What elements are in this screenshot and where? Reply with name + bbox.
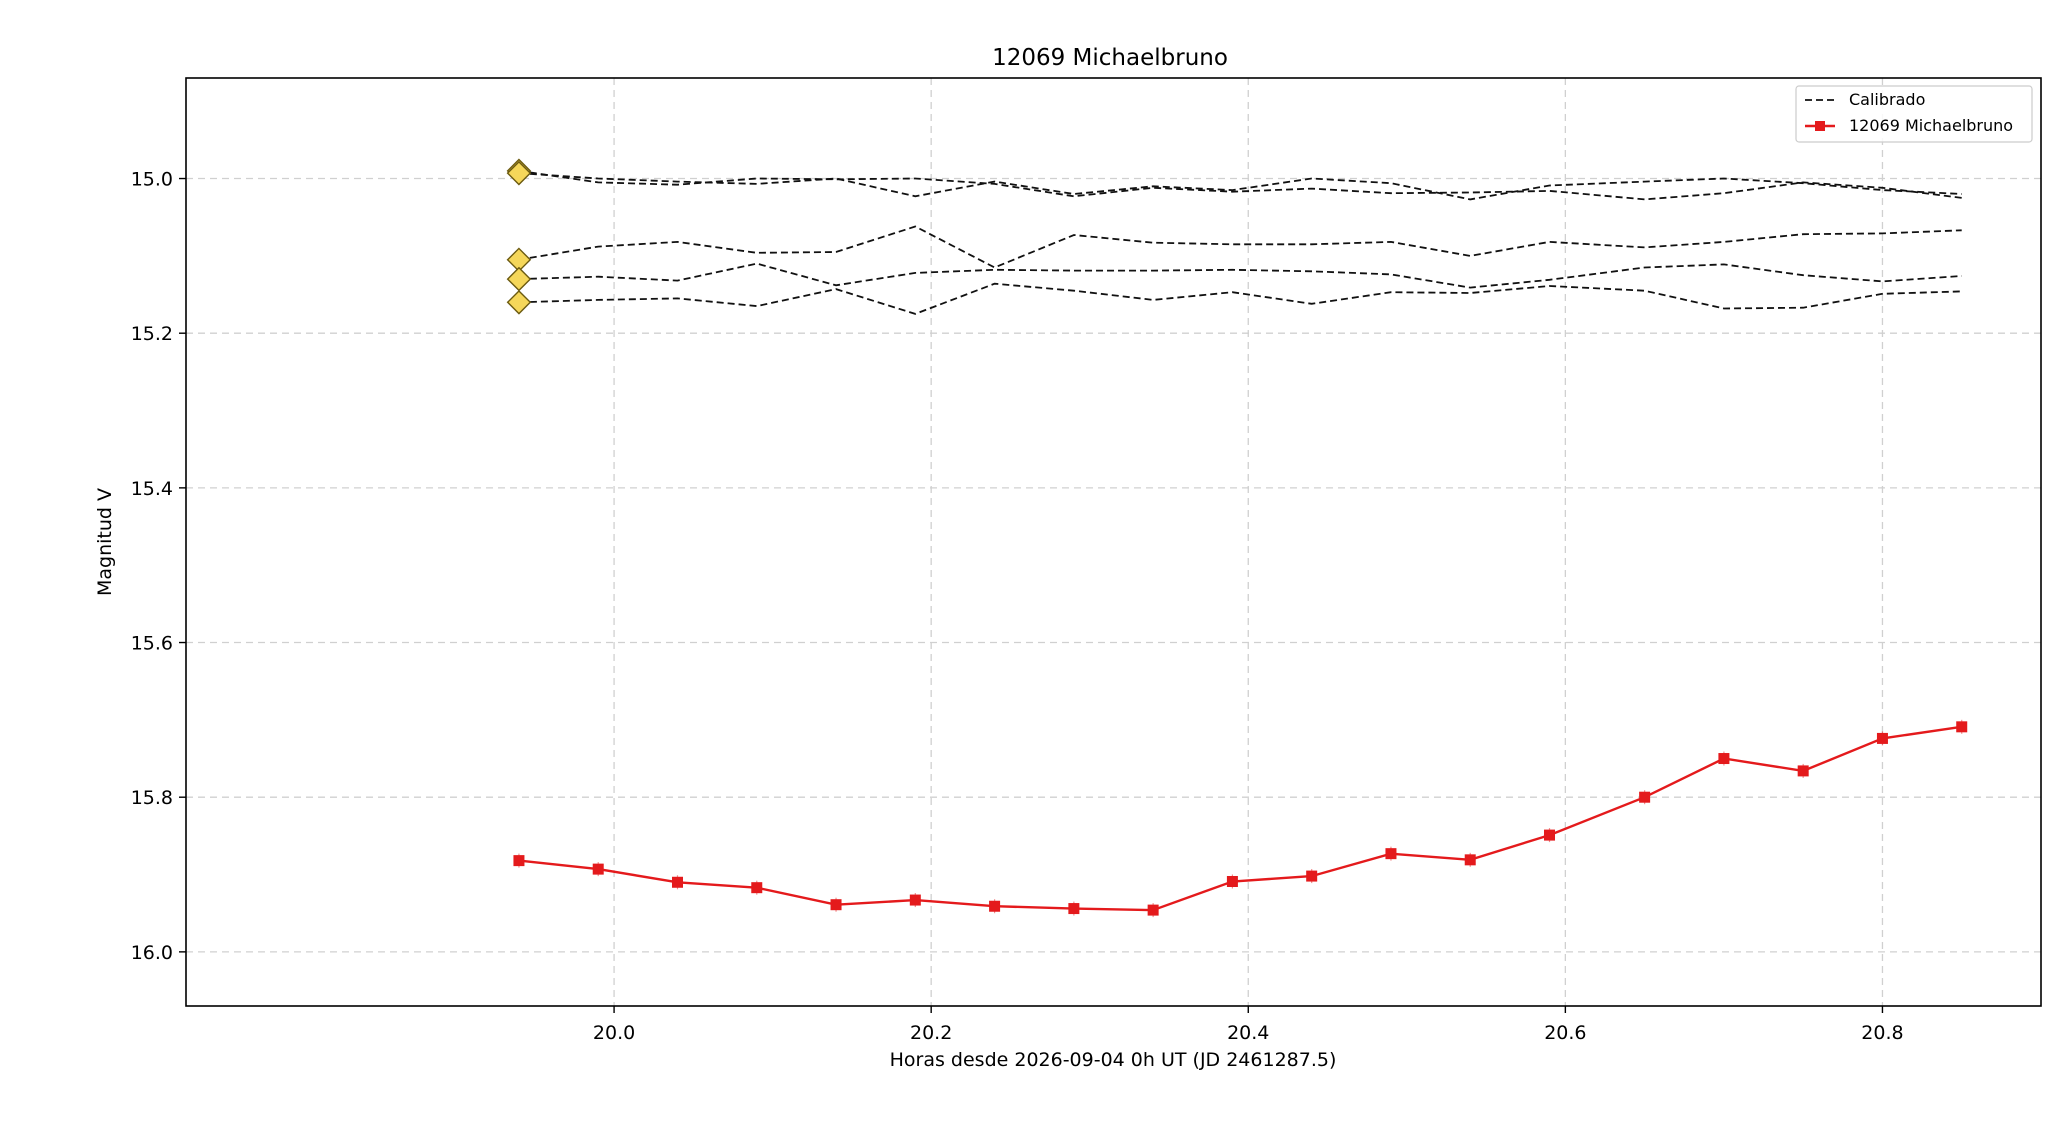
series-layer: [506, 158, 1968, 918]
calibrated-star-line-3: [518, 225, 1962, 269]
y-axis-ticks: 15.0 15.2 15.4 15.6 15.8 16.0: [131, 169, 186, 964]
target-point: [1718, 753, 1730, 765]
x-tick-label: 20.2: [910, 1022, 952, 1044]
x-tick-label: 20.6: [1544, 1022, 1586, 1044]
target-point: [1226, 875, 1238, 887]
y-tick-label: 15.4: [131, 478, 173, 500]
legend-target-label: 12069 Michaelbruno: [1849, 116, 2013, 135]
legend: Calibrado 12069 Michaelbruno: [1795, 85, 2033, 143]
target-point: [1147, 904, 1159, 916]
calibrated-star-line-4: [518, 262, 1962, 289]
target-point: [592, 863, 604, 875]
target-point: [671, 876, 683, 888]
x-tick-label: 20.0: [593, 1022, 635, 1044]
target-line: [518, 725, 1962, 912]
target-point: [1464, 854, 1476, 866]
calibrated-star-line-2: [518, 172, 1962, 201]
plot-area-frame: [185, 77, 2042, 1007]
y-tick-label: 15.6: [131, 633, 173, 655]
grid: [186, 78, 2041, 1006]
comparison-star-marker: [506, 266, 532, 292]
x-tick-label: 20.8: [1861, 1022, 1903, 1044]
legend-box: [1795, 85, 2033, 143]
target-point: [751, 882, 763, 894]
target-point: [1544, 829, 1556, 841]
y-tick-label: 15.0: [131, 169, 173, 191]
target-point: [1068, 903, 1080, 915]
target-point: [1876, 732, 1888, 744]
y-tick-label: 15.8: [131, 787, 173, 809]
target-point: [909, 894, 921, 906]
y-axis-label: Magnitud V: [94, 488, 116, 596]
legend-calibrado-label: Calibrado: [1849, 90, 1925, 109]
x-tick-label: 20.4: [1227, 1022, 1269, 1044]
target-point: [1639, 791, 1651, 803]
target-point: [830, 899, 842, 911]
legend-target-marker: [1815, 121, 1825, 131]
calibrated-star-line-1: [518, 169, 1962, 201]
target-point: [1306, 870, 1318, 882]
y-tick-label: 16.0: [131, 942, 173, 964]
target-point: [1385, 848, 1397, 860]
target-point: [1956, 721, 1968, 733]
x-axis-label: Horas desde 2026-09-04 0h UT (JD 2461287…: [890, 1049, 1337, 1071]
y-tick-label: 15.2: [131, 323, 173, 345]
target-point: [1797, 765, 1809, 777]
calibrated-star-line-5: [518, 282, 1962, 315]
comparison-star-marker: [506, 290, 532, 315]
target-point: [989, 900, 1001, 912]
x-axis-ticks: 20.0 20.2 20.4 20.6 20.8: [593, 1006, 1904, 1044]
comparison-star-marker: [506, 247, 532, 273]
comparison-star-marker: [506, 160, 532, 186]
target-point: [513, 855, 525, 867]
chart-title: 12069 Michaelbruno: [992, 45, 1228, 71]
